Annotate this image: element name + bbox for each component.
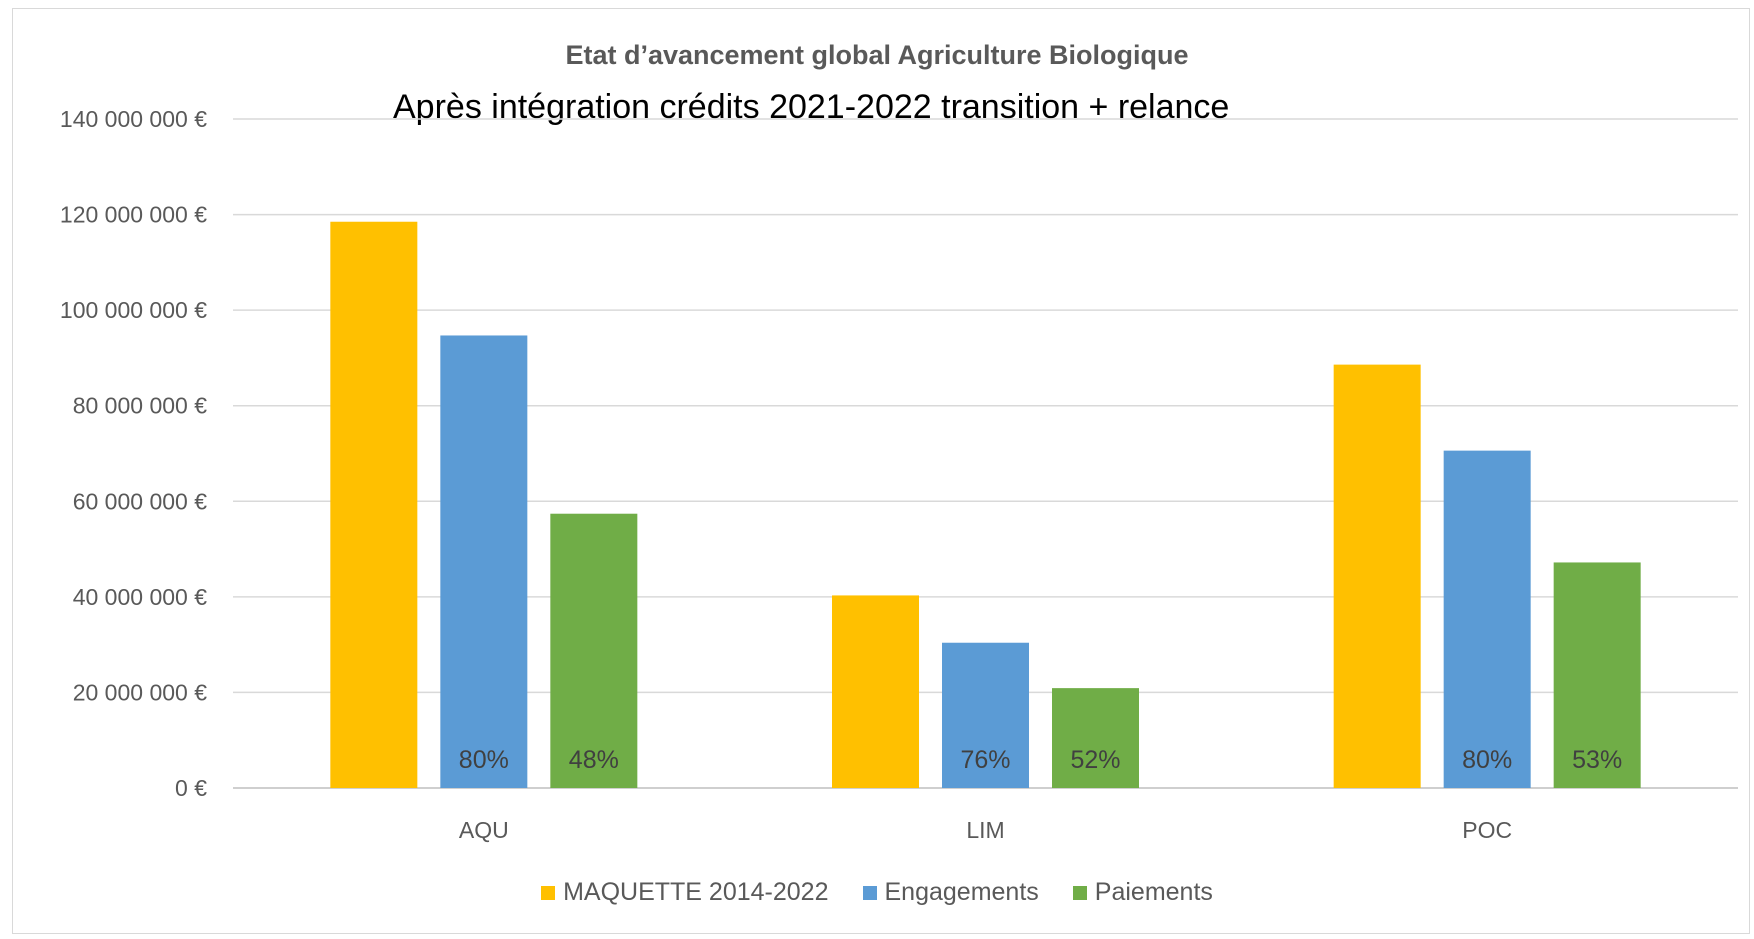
legend-item: Paiements (1072, 878, 1213, 907)
bar (1333, 364, 1421, 788)
y-tick-label: 120 000 000 € (60, 202, 207, 228)
legend-swatch (862, 885, 877, 900)
data-label: 53% (1572, 746, 1622, 774)
legend-item: Engagements (862, 878, 1039, 907)
bar (1052, 688, 1139, 788)
bar (440, 335, 528, 788)
data-label: 76% (960, 746, 1010, 774)
y-tick-label: 80 000 000 € (73, 393, 208, 419)
legend-swatch (1072, 885, 1087, 900)
y-tick-label: 100 000 000 € (60, 297, 207, 323)
data-label: 48% (569, 746, 619, 774)
legend-item: MAQUETTE 2014-2022 (541, 878, 829, 907)
y-tick-label: 140 000 000 € (60, 106, 207, 132)
data-label: 52% (1070, 746, 1120, 774)
chart-legend: MAQUETTE 2014-2022 Engagements Paiements (0, 878, 1754, 907)
bar (1443, 450, 1531, 788)
bar (832, 595, 919, 788)
x-tick-label: LIM (966, 817, 1004, 843)
bar (550, 513, 638, 788)
y-tick-label: 0 € (175, 775, 207, 801)
bar (942, 642, 1029, 788)
data-label: 80% (459, 746, 509, 774)
legend-swatch (541, 885, 556, 900)
x-tick-label: AQU (459, 817, 509, 843)
bar (330, 221, 418, 789)
y-tick-label: 60 000 000 € (73, 488, 208, 514)
chart-title: Etat d’avancement global Agriculture Bio… (565, 40, 1189, 70)
x-tick-label: POC (1462, 817, 1512, 843)
legend-label: Paiements (1094, 878, 1213, 906)
legend-label: Engagements (884, 878, 1039, 906)
data-label: 80% (1462, 746, 1512, 774)
legend-label: MAQUETTE 2014-2022 (563, 878, 829, 906)
y-tick-label: 40 000 000 € (73, 584, 208, 610)
y-tick-label: 20 000 000 € (73, 679, 208, 705)
bar (1553, 562, 1641, 788)
